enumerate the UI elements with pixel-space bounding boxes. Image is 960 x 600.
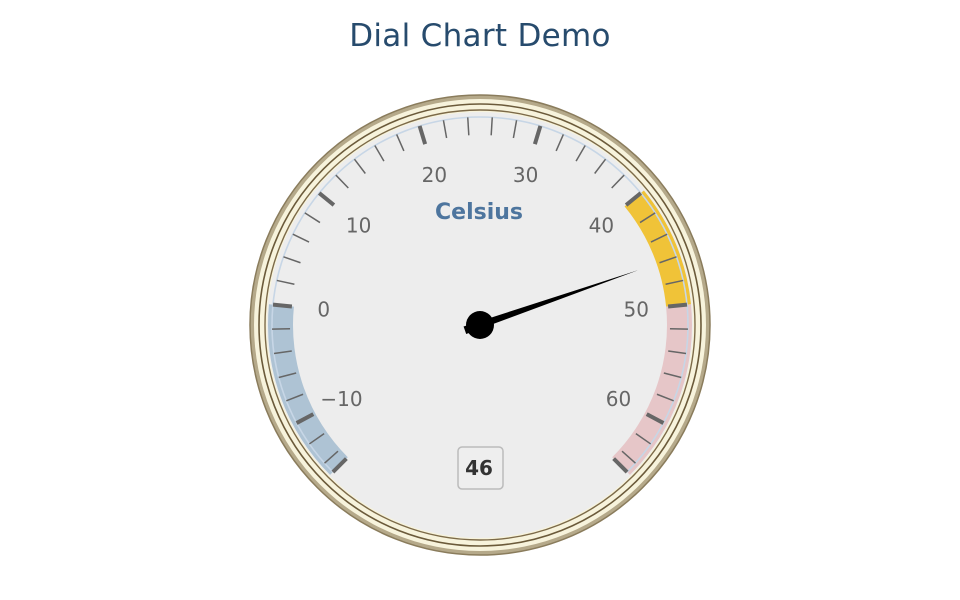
tick-label: 20 <box>422 163 447 187</box>
tick-label: −10 <box>320 387 362 411</box>
minor-tick <box>292 233 310 243</box>
minor-tick <box>283 256 301 264</box>
minor-tick <box>639 212 656 224</box>
tick-label: 0 <box>317 298 330 322</box>
major-tick <box>624 191 643 207</box>
tick-label: 10 <box>346 213 371 237</box>
minor-tick <box>442 120 448 139</box>
needle-pointer <box>463 270 638 335</box>
minor-tick <box>276 279 295 286</box>
gauge-inner-arc <box>271 116 689 473</box>
minor-tick <box>659 256 677 264</box>
major-tick <box>532 125 543 145</box>
tick-label: 40 <box>589 213 614 237</box>
minor-tick <box>467 117 470 136</box>
plot-band-2 <box>612 304 692 475</box>
major-tick <box>417 125 428 145</box>
minor-tick <box>490 117 493 136</box>
minor-tick <box>650 233 668 243</box>
unit-label: Celsius <box>435 200 523 225</box>
minor-tick <box>594 158 607 174</box>
minor-tick <box>555 134 565 152</box>
major-tick <box>331 457 348 474</box>
minor-tick <box>395 134 405 152</box>
tick-label: 60 <box>606 387 631 411</box>
chart-title: Dial Chart Demo <box>349 18 611 54</box>
minor-tick <box>308 433 325 445</box>
minor-tick <box>668 350 687 355</box>
minor-tick <box>611 174 625 189</box>
minor-tick <box>635 433 652 445</box>
minor-tick <box>512 120 518 139</box>
plot-band-0 <box>268 304 348 475</box>
minor-tick <box>335 174 349 189</box>
minor-tick <box>656 393 674 402</box>
gauge-needle <box>463 270 638 339</box>
tick-label: 30 <box>513 163 538 187</box>
minor-tick <box>324 450 339 464</box>
tick-label: 50 <box>623 298 648 322</box>
value-label: 46 <box>465 456 493 480</box>
minor-tick <box>575 145 586 162</box>
minor-tick <box>374 145 385 162</box>
minor-tick <box>286 393 304 402</box>
value-box: 46 <box>457 446 504 490</box>
major-tick <box>612 457 629 474</box>
plot-band-1 <box>624 190 691 307</box>
minor-tick <box>353 158 366 174</box>
minor-tick <box>273 350 292 355</box>
major-tick <box>272 302 293 309</box>
major-tick <box>645 412 665 425</box>
minor-tick <box>621 450 636 464</box>
minor-tick <box>278 372 297 379</box>
minor-tick <box>665 279 684 286</box>
minor-tick <box>663 372 682 379</box>
major-tick <box>295 412 315 425</box>
minor-tick <box>304 212 321 224</box>
needle-pivot <box>466 311 494 339</box>
major-tick <box>667 302 688 309</box>
major-tick <box>317 191 336 207</box>
